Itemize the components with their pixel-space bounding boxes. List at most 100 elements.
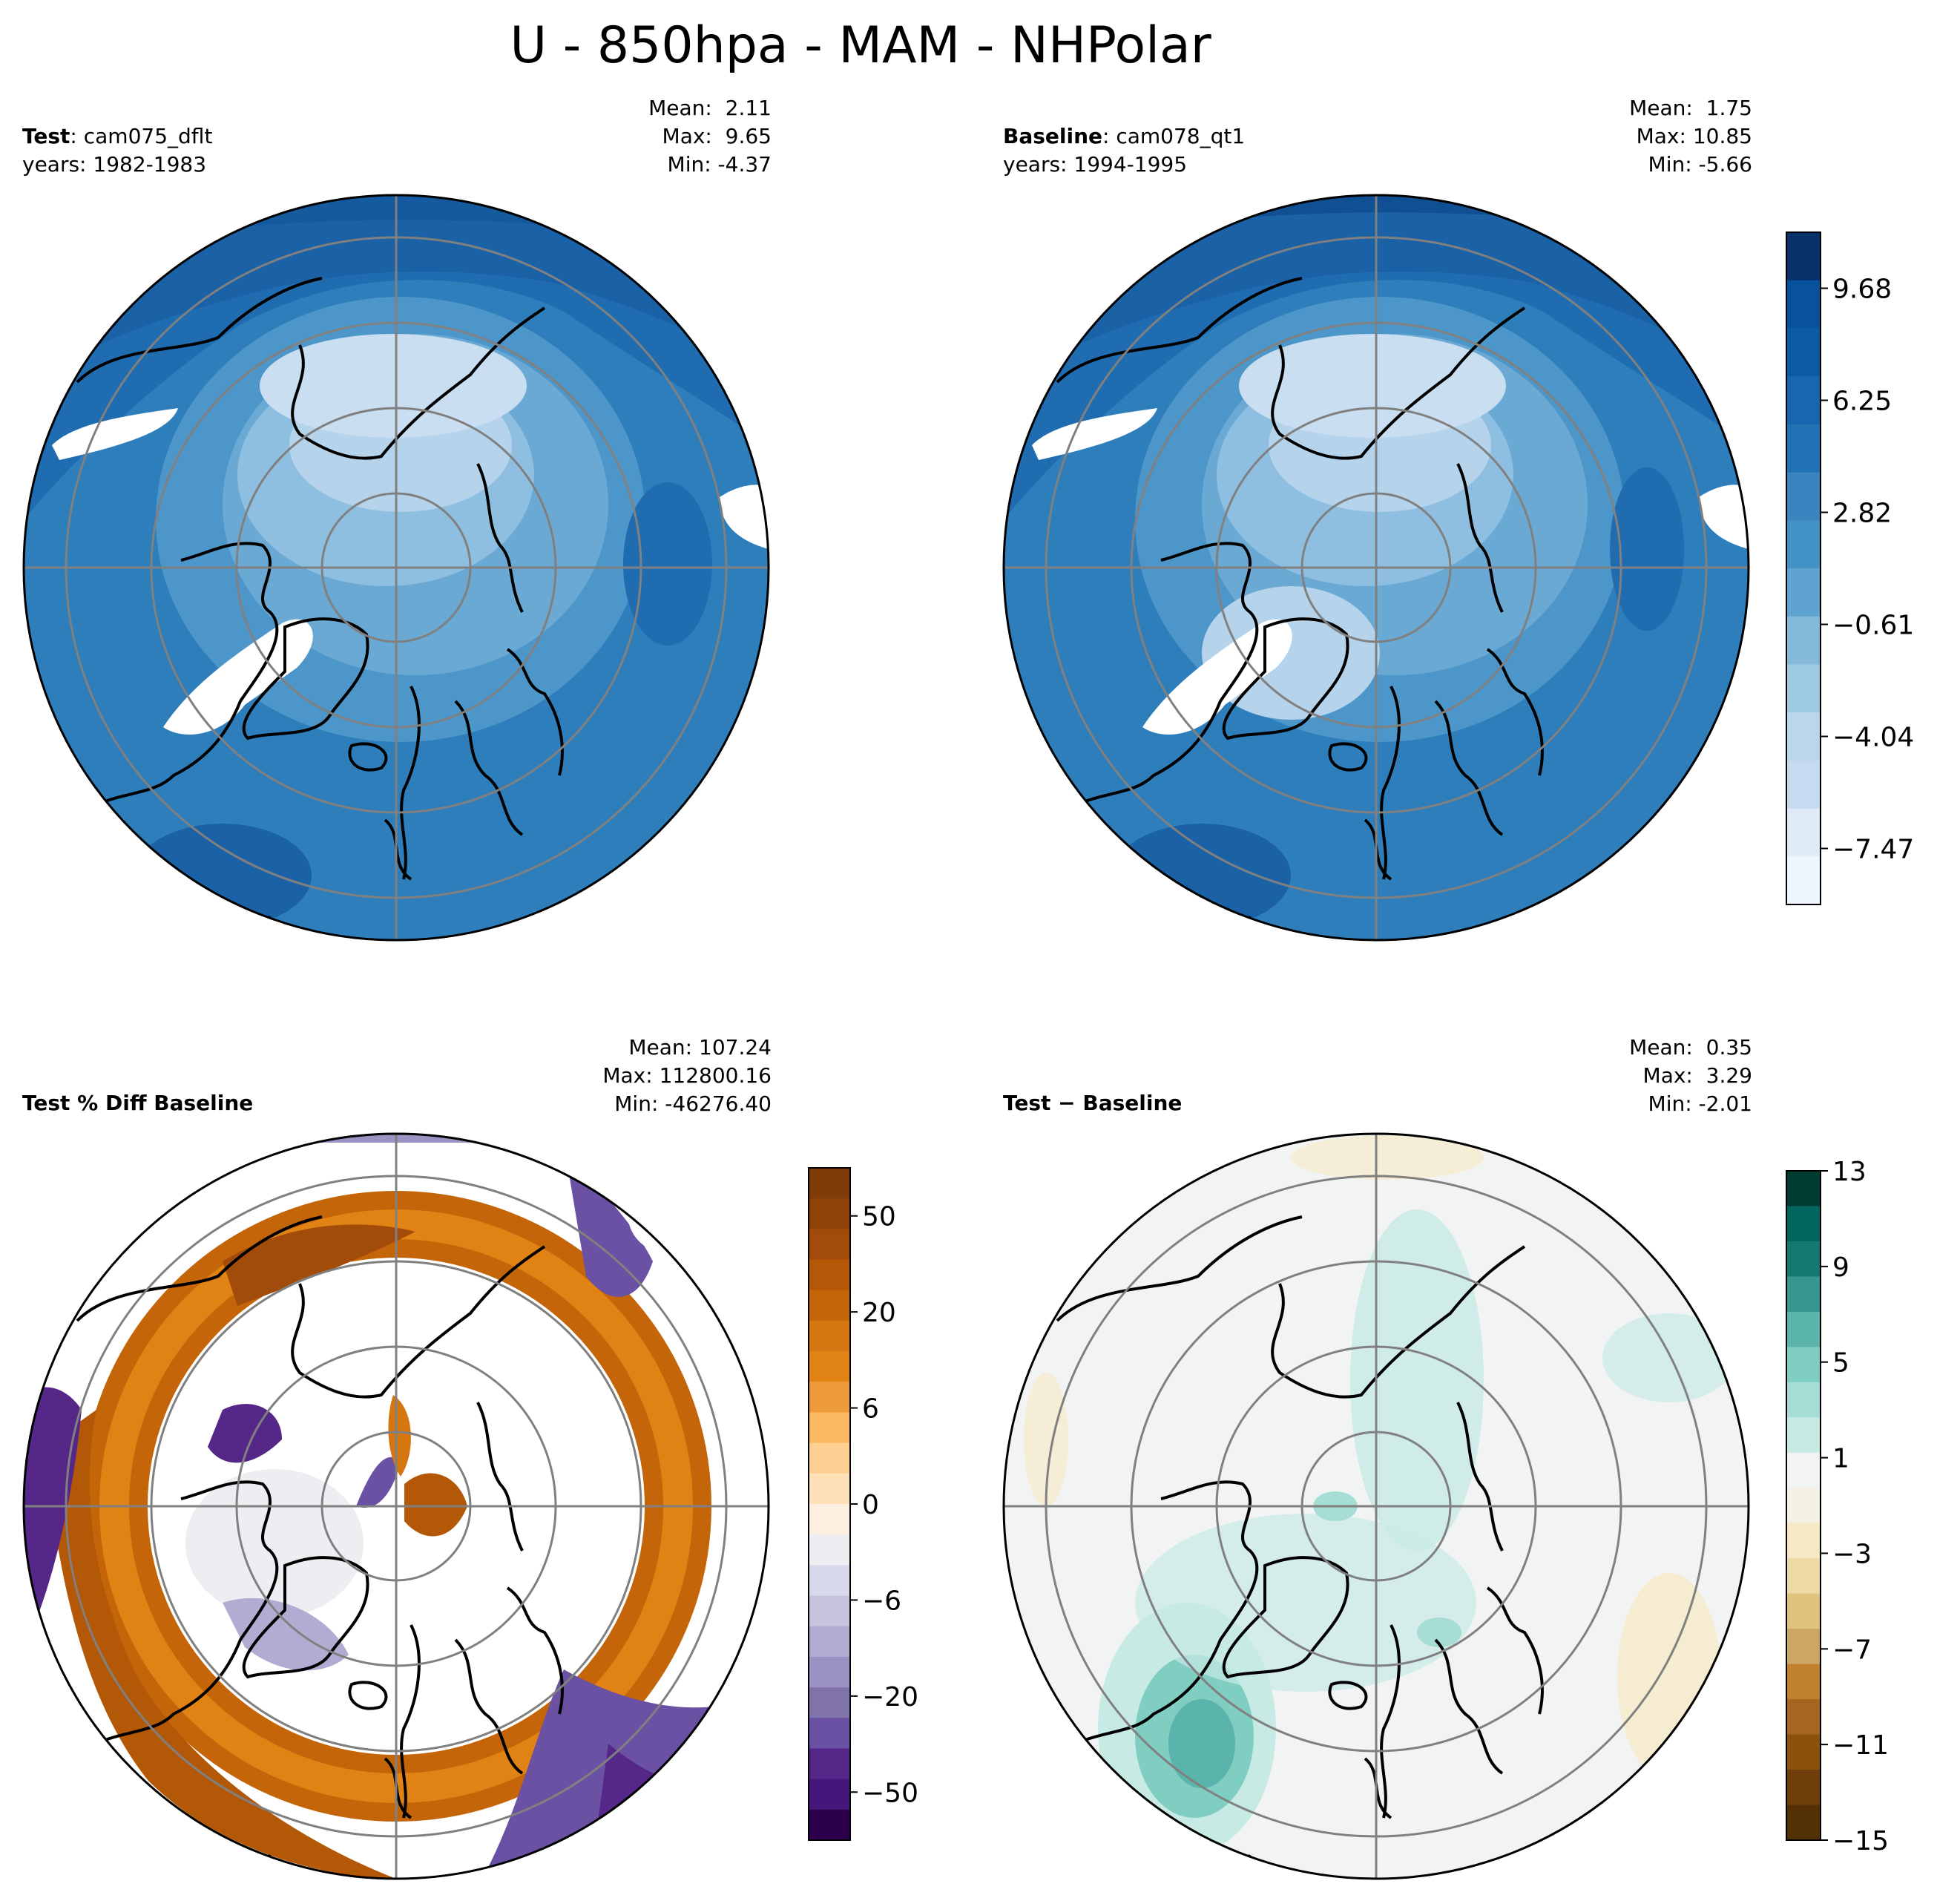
colorbar-band (809, 1198, 850, 1229)
panel-test-header: Test: cam075_dflt years: 1982-1983 (22, 122, 212, 179)
colorbar-band (1786, 1488, 1821, 1524)
panel-diff-max: Max: 3.29 (1642, 1063, 1752, 1088)
panel-test-max: Max: 9.65 (662, 124, 772, 148)
colorbar-tick-label: 9.68 (1832, 275, 1892, 305)
panel-baseline-min: Min: -5.66 (1648, 152, 1752, 177)
panel-pctdiff-stats: Mean: 107.24 Max: 112800.16 Min: -46276.… (602, 1034, 772, 1118)
colorbar-band (809, 1382, 850, 1413)
panel-diff-min: Min: -2.01 (1648, 1091, 1752, 1116)
panel-test-years: years: 1982-1983 (22, 152, 207, 177)
colorbar-tick-label: 50 (862, 1202, 896, 1232)
colorbar-band (1786, 712, 1821, 761)
colorbar-band (1786, 520, 1821, 569)
colorbar-band (809, 1748, 850, 1780)
colorbar-tick-label: −6 (862, 1586, 901, 1616)
colorbar-tick-label: 9 (1832, 1252, 1849, 1283)
colorbar-main: 9.68 6.25 2.82 −0.61 −4.04 −7.47 (1786, 231, 1914, 905)
colorbar-tick-label: 6 (862, 1394, 879, 1425)
colorbar-tick-label: 0 (862, 1490, 879, 1520)
colorbar-band (809, 1687, 850, 1718)
panel-test-stats: Mean: 2.11 Max: 9.65 Min: -4.37 (648, 94, 772, 179)
colorbar-band (1786, 232, 1821, 281)
colorbar-band (1786, 328, 1821, 377)
colorbar-band (809, 1351, 850, 1382)
colorbar-band (1786, 1629, 1821, 1665)
colorbar-band (1786, 664, 1821, 713)
colorbar-band (809, 1442, 850, 1474)
colorbar-band (1786, 1770, 1821, 1806)
colorbar-band (809, 1504, 850, 1535)
colorbar-band (809, 1718, 850, 1749)
colorbar-band (1786, 376, 1821, 425)
colorbar-band (1786, 568, 1821, 617)
colorbar-band (809, 1595, 850, 1627)
panel-diff-label: Test − Baseline (1003, 1091, 1183, 1115)
colorbar-band (1786, 1664, 1821, 1700)
panel-baseline-mean: Mean: 1.75 (1629, 96, 1752, 120)
panel-baseline-max: Max: 10.85 (1636, 124, 1752, 148)
colorbar-band (809, 1534, 850, 1566)
panel-test-min: Min: -4.37 (667, 152, 772, 177)
colorbar-tick-label: −11 (1832, 1730, 1889, 1761)
colorbar-band (1786, 1805, 1821, 1841)
colorbar-band (1786, 1206, 1821, 1242)
colorbar-band (809, 1290, 850, 1321)
colorbar-band (1786, 1311, 1821, 1347)
colorbar-tick-label: 13 (1832, 1157, 1867, 1187)
colorbar-tick-label: −3 (1832, 1539, 1872, 1569)
panel-diff-mean: Mean: 0.35 (1629, 1035, 1752, 1060)
colorbar-band (809, 1229, 850, 1261)
colorbar-tick-label: 6.25 (1832, 387, 1892, 417)
colorbar-band (1786, 1276, 1821, 1313)
colorbar-tick-label: −0.61 (1832, 611, 1914, 641)
panel-baseline-stats: Mean: 1.75 Max: 10.85 Min: -5.66 (1629, 94, 1752, 179)
colorbar-band (1786, 856, 1821, 905)
panel-diff-stats: Mean: 0.35 Max: 3.29 Min: -2.01 (1629, 1034, 1752, 1118)
colorbar-band (809, 1168, 850, 1199)
colorbar-band (1786, 616, 1821, 665)
map-pctdiff (22, 1132, 770, 1880)
colorbar-band (809, 1259, 850, 1291)
colorbar-tick-label: 5 (1832, 1348, 1849, 1379)
colorbar-tick-label: −50 (862, 1778, 918, 1808)
colorbar-band (1786, 1382, 1821, 1418)
colorbar-band (809, 1656, 850, 1688)
colorbar-band (1786, 1699, 1821, 1736)
map-test (22, 194, 770, 942)
panel-pctdiff-mean: Mean: 107.24 (628, 1035, 772, 1060)
panel-pctdiff-label: Test % Diff Baseline (22, 1091, 254, 1115)
colorbar-band (1786, 1558, 1821, 1595)
colorbar-tick-label: −20 (862, 1682, 918, 1713)
figure-title: U - 850hpa - MAM - NHPolar (510, 16, 1211, 75)
colorbar-band (1786, 472, 1821, 521)
panel-baseline-label: Baseline (1003, 124, 1103, 148)
panel-diff-header: Test − Baseline (1003, 1089, 1182, 1117)
colorbar-band (1786, 808, 1821, 857)
colorbar-frame (1786, 231, 1821, 905)
colorbar-tick-label: 1 (1832, 1444, 1849, 1474)
colorbar-band (1786, 1171, 1821, 1206)
panel-baseline-years: years: 1994-1995 (1003, 152, 1188, 177)
colorbar-band (809, 1809, 850, 1841)
colorbar-band (1786, 424, 1821, 473)
panel-pctdiff-min: Min: -46276.40 (614, 1091, 772, 1116)
colorbar-tick-label: −4.04 (1832, 723, 1914, 753)
colorbar-band (809, 1412, 850, 1444)
colorbar-tick-label: 2.82 (1832, 499, 1892, 529)
colorbar-band (1786, 1523, 1821, 1559)
colorbar-frame (1786, 1170, 1821, 1841)
colorbar-diff: 13 9 5 1 −3 −7 −11 −15 (1786, 1157, 1889, 1856)
colorbar-band (1786, 1734, 1821, 1770)
colorbar-tick-label: −7.47 (1832, 835, 1914, 865)
colorbar-band (1786, 1593, 1821, 1629)
panel-baseline-case: : cam078_qt1 (1102, 124, 1246, 148)
panel-pctdiff-header: Test % Diff Baseline (22, 1089, 253, 1117)
colorbar-band (809, 1320, 850, 1352)
panel-test-label: Test (22, 124, 70, 148)
colorbar-band (809, 1565, 850, 1597)
colorbar-band (1786, 1241, 1821, 1277)
colorbar-band (809, 1626, 850, 1658)
colorbar-band (809, 1473, 850, 1505)
panel-baseline-header: Baseline: cam078_qt1 years: 1994-1995 (1003, 122, 1245, 179)
colorbar-band (1786, 760, 1821, 810)
